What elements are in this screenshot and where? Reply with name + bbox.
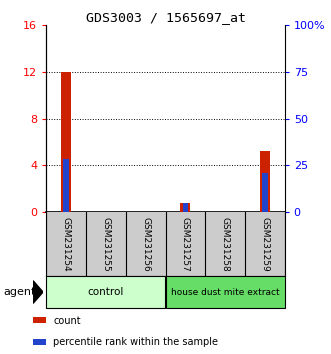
Polygon shape (33, 281, 43, 303)
Bar (46, 276, 166, 308)
Text: GSM231255: GSM231255 (101, 217, 111, 272)
Text: GSM231257: GSM231257 (181, 217, 190, 272)
Bar (262, 173, 267, 212)
Text: count: count (54, 316, 81, 326)
Bar (33, 338, 46, 345)
Text: GSM231259: GSM231259 (260, 217, 269, 272)
Text: agent: agent (3, 287, 36, 297)
Title: GDS3003 / 1565697_at: GDS3003 / 1565697_at (85, 11, 246, 24)
Bar (61, 72, 71, 212)
Text: GSM231254: GSM231254 (62, 217, 71, 272)
Bar (64, 159, 69, 212)
Text: GSM231256: GSM231256 (141, 217, 150, 272)
Text: GSM231258: GSM231258 (220, 217, 230, 272)
Text: percentile rank within the sample: percentile rank within the sample (54, 337, 218, 347)
Bar (166, 276, 285, 308)
Bar (260, 152, 270, 212)
Text: house dust mite extract: house dust mite extract (171, 287, 279, 297)
Text: control: control (88, 287, 124, 297)
Bar (180, 203, 190, 212)
Bar (33, 317, 46, 324)
Bar (183, 203, 188, 212)
